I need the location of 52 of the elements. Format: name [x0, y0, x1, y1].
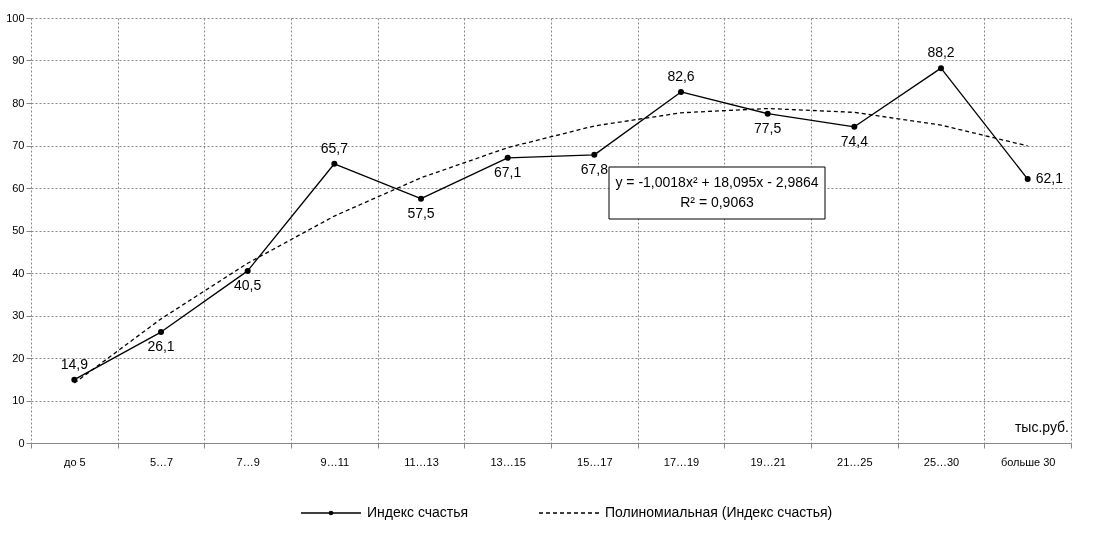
data-label: 40,5: [234, 276, 262, 293]
x-tick-label: до 5: [63, 455, 86, 468]
y-tick-label: 30: [12, 309, 25, 321]
y-tick-label: 100: [6, 11, 25, 24]
point: [244, 267, 251, 274]
data-label: 74,4: [840, 132, 869, 149]
y-tick-label: 90: [12, 54, 25, 66]
y-tick-label: 70: [12, 139, 25, 151]
y-tick-label: 0: [18, 436, 25, 449]
data-label: 67,1: [494, 163, 522, 180]
legend-label: Индекс счастья: [367, 504, 469, 520]
y-tick-label: 80: [12, 96, 25, 109]
x-tick-label: 15…17: [577, 455, 613, 468]
point: [938, 65, 944, 72]
annotation: R² = 0,9063: [680, 194, 754, 210]
x-tick-label: больше 30: [1000, 455, 1056, 468]
x-tick-label: 9…11: [320, 455, 350, 468]
point: [764, 110, 771, 117]
data-label: 65,7: [320, 139, 349, 156]
y-tick-label: 50: [12, 224, 25, 236]
point: [504, 154, 511, 161]
point: [158, 329, 164, 336]
x-tick-label: 17…19: [663, 455, 700, 468]
y-tick-label: 60: [12, 181, 25, 194]
data-label: 77,5: [754, 119, 782, 136]
point: [71, 376, 78, 383]
x-tick-label: 5…7: [149, 455, 174, 468]
data-label: 82,6: [667, 67, 695, 84]
data-label: 67,8: [580, 160, 609, 177]
data-label: 14,9: [60, 355, 89, 372]
x-tick-label: 13…15: [490, 455, 526, 468]
x-axis-title: тыс.руб.: [1014, 419, 1069, 435]
point: [331, 160, 338, 167]
annotation: y = -1,0018x² + 18,095x - 2,9864: [615, 174, 819, 190]
legend-label: Полиномиальная (Индекс счастья): [605, 504, 833, 520]
data-label: 26,1: [147, 338, 175, 355]
point: [678, 88, 684, 95]
data-label: 88,2: [927, 44, 955, 61]
point: [1024, 176, 1031, 183]
x-tick-label: 11…13: [404, 455, 439, 468]
point: [851, 123, 858, 130]
y-tick-label: 20: [12, 351, 25, 364]
data-label: 57,5: [407, 204, 435, 221]
point: [418, 195, 424, 202]
data-label: 62,1: [1035, 170, 1064, 187]
x-tick-label: 19…21: [750, 455, 786, 468]
x-tick-label: 25…30: [923, 455, 960, 468]
y-tick-label: 10: [12, 394, 25, 406]
x-tick-label: 7…9: [236, 455, 260, 468]
y-tick-label: 40: [12, 266, 25, 279]
point: [591, 151, 598, 158]
x-tick-label: 21…25: [837, 455, 873, 468]
